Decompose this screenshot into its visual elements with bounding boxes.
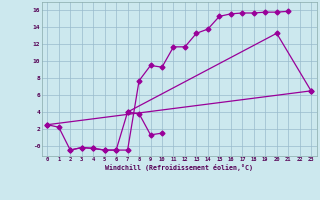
X-axis label: Windchill (Refroidissement éolien,°C): Windchill (Refroidissement éolien,°C) <box>105 164 253 171</box>
